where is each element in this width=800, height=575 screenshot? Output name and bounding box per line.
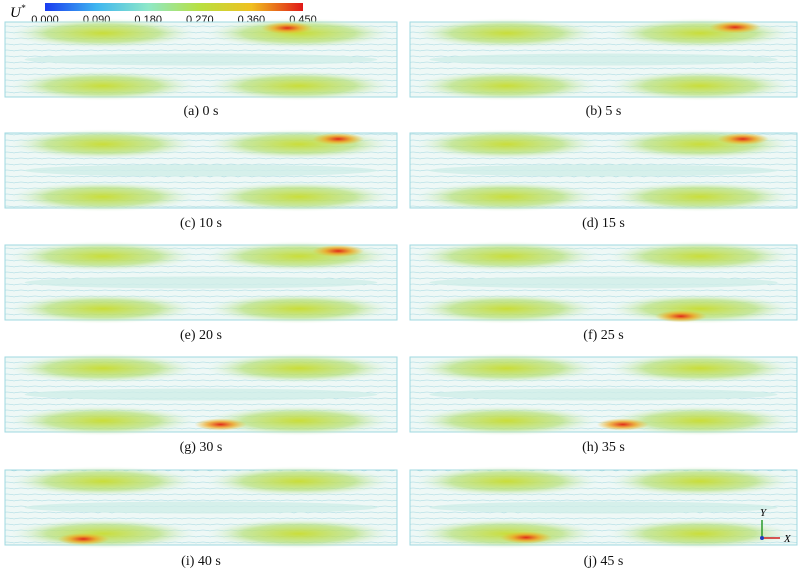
velocity-band bbox=[607, 241, 794, 272]
center-jet bbox=[429, 276, 778, 289]
panel-caption: (f) 25 s bbox=[583, 328, 623, 343]
velocity-band bbox=[204, 466, 394, 497]
panel-caption: (j) 45 s bbox=[584, 554, 624, 569]
velocity-band bbox=[204, 129, 394, 160]
velocity-band bbox=[413, 241, 600, 272]
colorbar bbox=[45, 3, 303, 11]
velocity-band bbox=[607, 518, 794, 549]
velocity-band bbox=[8, 518, 198, 549]
flow-panel: (g) 30 s bbox=[4, 353, 398, 455]
panel-caption: (e) 20 s bbox=[180, 328, 222, 343]
panel-caption: (i) 40 s bbox=[181, 554, 221, 569]
panel-caption: (a) 0 s bbox=[184, 104, 219, 119]
velocity-band bbox=[413, 70, 600, 101]
hot-spot bbox=[716, 133, 769, 145]
center-jet bbox=[24, 53, 378, 66]
center-jet bbox=[429, 501, 778, 514]
axis-x-label: X bbox=[783, 533, 792, 545]
velocity-band bbox=[607, 466, 794, 497]
center-jet bbox=[24, 164, 378, 177]
velocity-band bbox=[8, 181, 198, 212]
flow-panel: (j) 45 s bbox=[409, 466, 798, 569]
center-jet bbox=[429, 388, 778, 401]
axis-triad: Y X bbox=[760, 507, 792, 545]
flow-panel: (i) 40 s bbox=[4, 466, 398, 569]
center-jet bbox=[429, 164, 778, 177]
flow-panel: (b) 5 s bbox=[409, 18, 798, 119]
panel-caption: (b) 5 s bbox=[586, 104, 622, 119]
velocity-band bbox=[204, 70, 394, 101]
hot-spot bbox=[500, 531, 553, 544]
hot-spot bbox=[596, 418, 649, 431]
center-jet bbox=[24, 501, 378, 514]
colorbar-superscript: * bbox=[21, 3, 26, 13]
velocity-band bbox=[204, 181, 394, 212]
velocity-band bbox=[607, 293, 794, 324]
velocity-band bbox=[8, 466, 198, 497]
hot-spot bbox=[261, 22, 314, 34]
flow-panel: (a) 0 s bbox=[4, 18, 398, 119]
hot-spot bbox=[57, 533, 110, 545]
velocity-band bbox=[8, 129, 198, 160]
velocity-band bbox=[413, 466, 600, 497]
velocity-band bbox=[8, 353, 198, 384]
velocity-band bbox=[204, 353, 394, 384]
colorbar-symbol: U bbox=[10, 5, 22, 21]
velocity-band bbox=[204, 405, 394, 436]
hot-spot bbox=[312, 133, 365, 145]
velocity-band bbox=[8, 70, 198, 101]
velocity-band bbox=[607, 405, 794, 436]
flow-panel: (d) 15 s bbox=[409, 129, 798, 231]
velocity-band bbox=[8, 405, 198, 436]
velocity-band bbox=[413, 405, 600, 436]
flow-panel: (e) 20 s bbox=[4, 241, 398, 343]
flow-panel: (h) 35 s bbox=[409, 353, 798, 455]
axis-y-label: Y bbox=[760, 507, 768, 519]
velocity-band bbox=[413, 353, 600, 384]
flow-panel: (f) 25 s bbox=[409, 241, 798, 343]
center-jet bbox=[24, 388, 378, 401]
velocity-band bbox=[413, 18, 600, 49]
velocity-band bbox=[607, 181, 794, 212]
velocity-band bbox=[413, 293, 600, 324]
velocity-band bbox=[413, 129, 600, 160]
center-jet bbox=[24, 276, 378, 289]
velocity-band bbox=[204, 518, 394, 549]
velocity-band bbox=[204, 241, 394, 272]
hot-spot bbox=[709, 21, 762, 34]
velocity-band bbox=[8, 241, 198, 272]
velocity-band bbox=[413, 181, 600, 212]
flow-panel: (c) 10 s bbox=[4, 129, 398, 231]
colorbar-label: U* bbox=[10, 3, 26, 21]
velocity-band bbox=[607, 70, 794, 101]
hot-spot bbox=[312, 245, 365, 257]
panel-caption: (c) 10 s bbox=[180, 216, 222, 231]
panel-caption: (g) 30 s bbox=[180, 440, 223, 455]
velocity-band bbox=[607, 353, 794, 384]
hot-spot bbox=[194, 418, 247, 431]
velocity-band bbox=[607, 18, 794, 49]
panel-caption: (h) 35 s bbox=[582, 440, 625, 455]
velocity-band bbox=[607, 129, 794, 160]
panel-caption: (d) 15 s bbox=[582, 216, 625, 231]
velocity-band bbox=[204, 293, 394, 324]
velocity-band bbox=[8, 293, 198, 324]
velocity-band bbox=[8, 18, 198, 49]
hot-spot bbox=[654, 310, 707, 323]
center-jet bbox=[429, 53, 778, 66]
